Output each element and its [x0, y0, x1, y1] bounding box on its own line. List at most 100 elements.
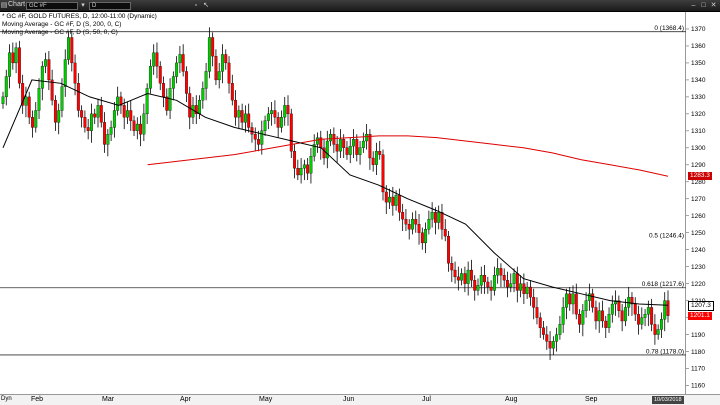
candle-body-52: [171, 76, 175, 89]
candle-body-115: [378, 151, 382, 155]
candle-body-32: [106, 134, 110, 145]
candle-body-12: [40, 66, 44, 89]
candle-body-126: [414, 218, 418, 225]
candle-body-15: [50, 79, 54, 101]
candle-body-3: [11, 52, 15, 64]
candle-body-150: [492, 275, 496, 291]
price-tick-label-9: 1250: [691, 230, 706, 237]
candle-body-111: [365, 134, 369, 142]
price-tick-label-10: 1260: [691, 213, 706, 220]
candle-body-16: [53, 100, 57, 123]
candle-body-108: [355, 139, 359, 155]
candle-body-125: [411, 218, 414, 230]
symbol-input[interactable]: GC #F: [26, 2, 78, 10]
candle-body-78: [257, 139, 260, 145]
candle-body-79: [260, 130, 264, 145]
candle-body-18: [60, 86, 64, 111]
month-label-may: May: [259, 396, 273, 403]
candle-body-154: [506, 280, 509, 288]
price-tick-label-8: 1240: [691, 247, 706, 254]
candle-body-201: [659, 319, 663, 330]
fib-label-1: 0.5 (1246.4): [649, 232, 684, 239]
candle-body-96: [316, 137, 319, 145]
candle-body-25: [83, 117, 87, 128]
candle-body-177: [581, 310, 585, 325]
candle-body-202: [663, 300, 667, 320]
candle-body-1: [4, 76, 8, 98]
price-axis[interactable]: 1160117011801190120012101220123012401250…: [686, 12, 720, 394]
lock-icon[interactable]: ▫: [194, 2, 198, 9]
candle-body-64: [211, 37, 215, 57]
candle-body-146: [479, 275, 483, 286]
candle-body-47: [155, 52, 159, 67]
legend-ma50-line: Moving Average - GC #F, D (S, 50, 0, C): [2, 29, 118, 36]
candle-body-14: [47, 59, 51, 81]
candle-body-94: [309, 156, 313, 174]
session-label: Dyn: [1, 396, 12, 402]
price-tick-label-16: 1320: [691, 111, 706, 118]
window-title: Chart: [8, 1, 26, 8]
candle-body-181: [594, 307, 598, 322]
candle-body-80: [263, 120, 267, 131]
candle-body-67: [221, 54, 224, 72]
dropdown-icon[interactable]: ▾: [81, 2, 85, 9]
candle-body-105: [345, 147, 349, 155]
price-axis-ticks: 1160117011801190120012101220123012401250…: [686, 26, 706, 390]
candle-body-48: [158, 66, 162, 84]
candle-body-143: [469, 269, 473, 281]
candle-body-98: [322, 147, 326, 159]
candle-body-74: [243, 113, 247, 123]
candle-body-135: [443, 229, 447, 237]
candle-body-7: [24, 96, 28, 106]
candle-body-103: [338, 139, 342, 152]
candle-body-138: [453, 269, 457, 278]
candle-body-127: [417, 224, 421, 233]
candle-body-198: [650, 307, 654, 325]
candle-body-189: [620, 310, 624, 322]
candle-body-38: [126, 110, 129, 118]
candle-body-179: [587, 293, 591, 301]
price-chart[interactable]: 0 (1368.4) 0.5 (1246.4) 0.618 (1217.6) 0.78…: [0, 12, 686, 394]
candle-body-27: [89, 113, 93, 131]
candle-body-53: [175, 62, 179, 77]
current-date-label: 10/03/2018: [652, 396, 684, 404]
candle-body-85: [279, 117, 283, 128]
price-tick-label-18: 1340: [691, 77, 706, 84]
candle-body-90: [296, 168, 300, 176]
candle-body-149: [489, 286, 493, 291]
candle-body-192: [630, 297, 634, 305]
price-tick-label-20: 1360: [691, 43, 706, 50]
candle-body-75: [247, 113, 251, 128]
maximize-icon[interactable]: □: [701, 2, 706, 9]
month-label-jul: Jul: [422, 396, 431, 403]
candle-body-93: [306, 164, 310, 174]
candle-body-141: [463, 273, 467, 284]
candle-body-142: [466, 269, 470, 284]
candle-body-203: [666, 300, 670, 316]
candle-body-175: [574, 293, 578, 315]
candle-body-13: [44, 59, 48, 67]
candle-body-144: [473, 280, 477, 291]
candle-body-184: [604, 320, 608, 328]
candle-body-70: [230, 83, 234, 101]
time-axis[interactable]: Dyn Feb Mar Apr May Jun Jul Aug Sep 10/0…: [0, 394, 720, 405]
candle-body-152: [499, 268, 503, 276]
candle-body-148: [486, 281, 490, 288]
candle-body-45: [148, 66, 152, 89]
candle-body-162: [532, 297, 536, 308]
minimize-icon[interactable]: –: [691, 2, 696, 9]
candle-body-9: [31, 117, 34, 128]
candle-body-172: [564, 293, 568, 308]
month-label-sep: Sep: [585, 396, 598, 403]
candle-body-137: [450, 263, 454, 271]
interval-input[interactable]: D: [89, 2, 131, 10]
close-icon[interactable]: ✕: [710, 2, 717, 9]
cursor-icon[interactable]: ↖: [203, 2, 209, 9]
fib-label-3: 0.78 (1178.0): [646, 348, 684, 355]
candle-body-185: [607, 314, 611, 328]
price-tick-label-6: 1220: [691, 281, 706, 288]
candle-body-156: [512, 273, 516, 284]
candle-body-68: [224, 54, 228, 64]
candle-body-123: [404, 218, 408, 225]
candle-body-23: [76, 83, 80, 111]
